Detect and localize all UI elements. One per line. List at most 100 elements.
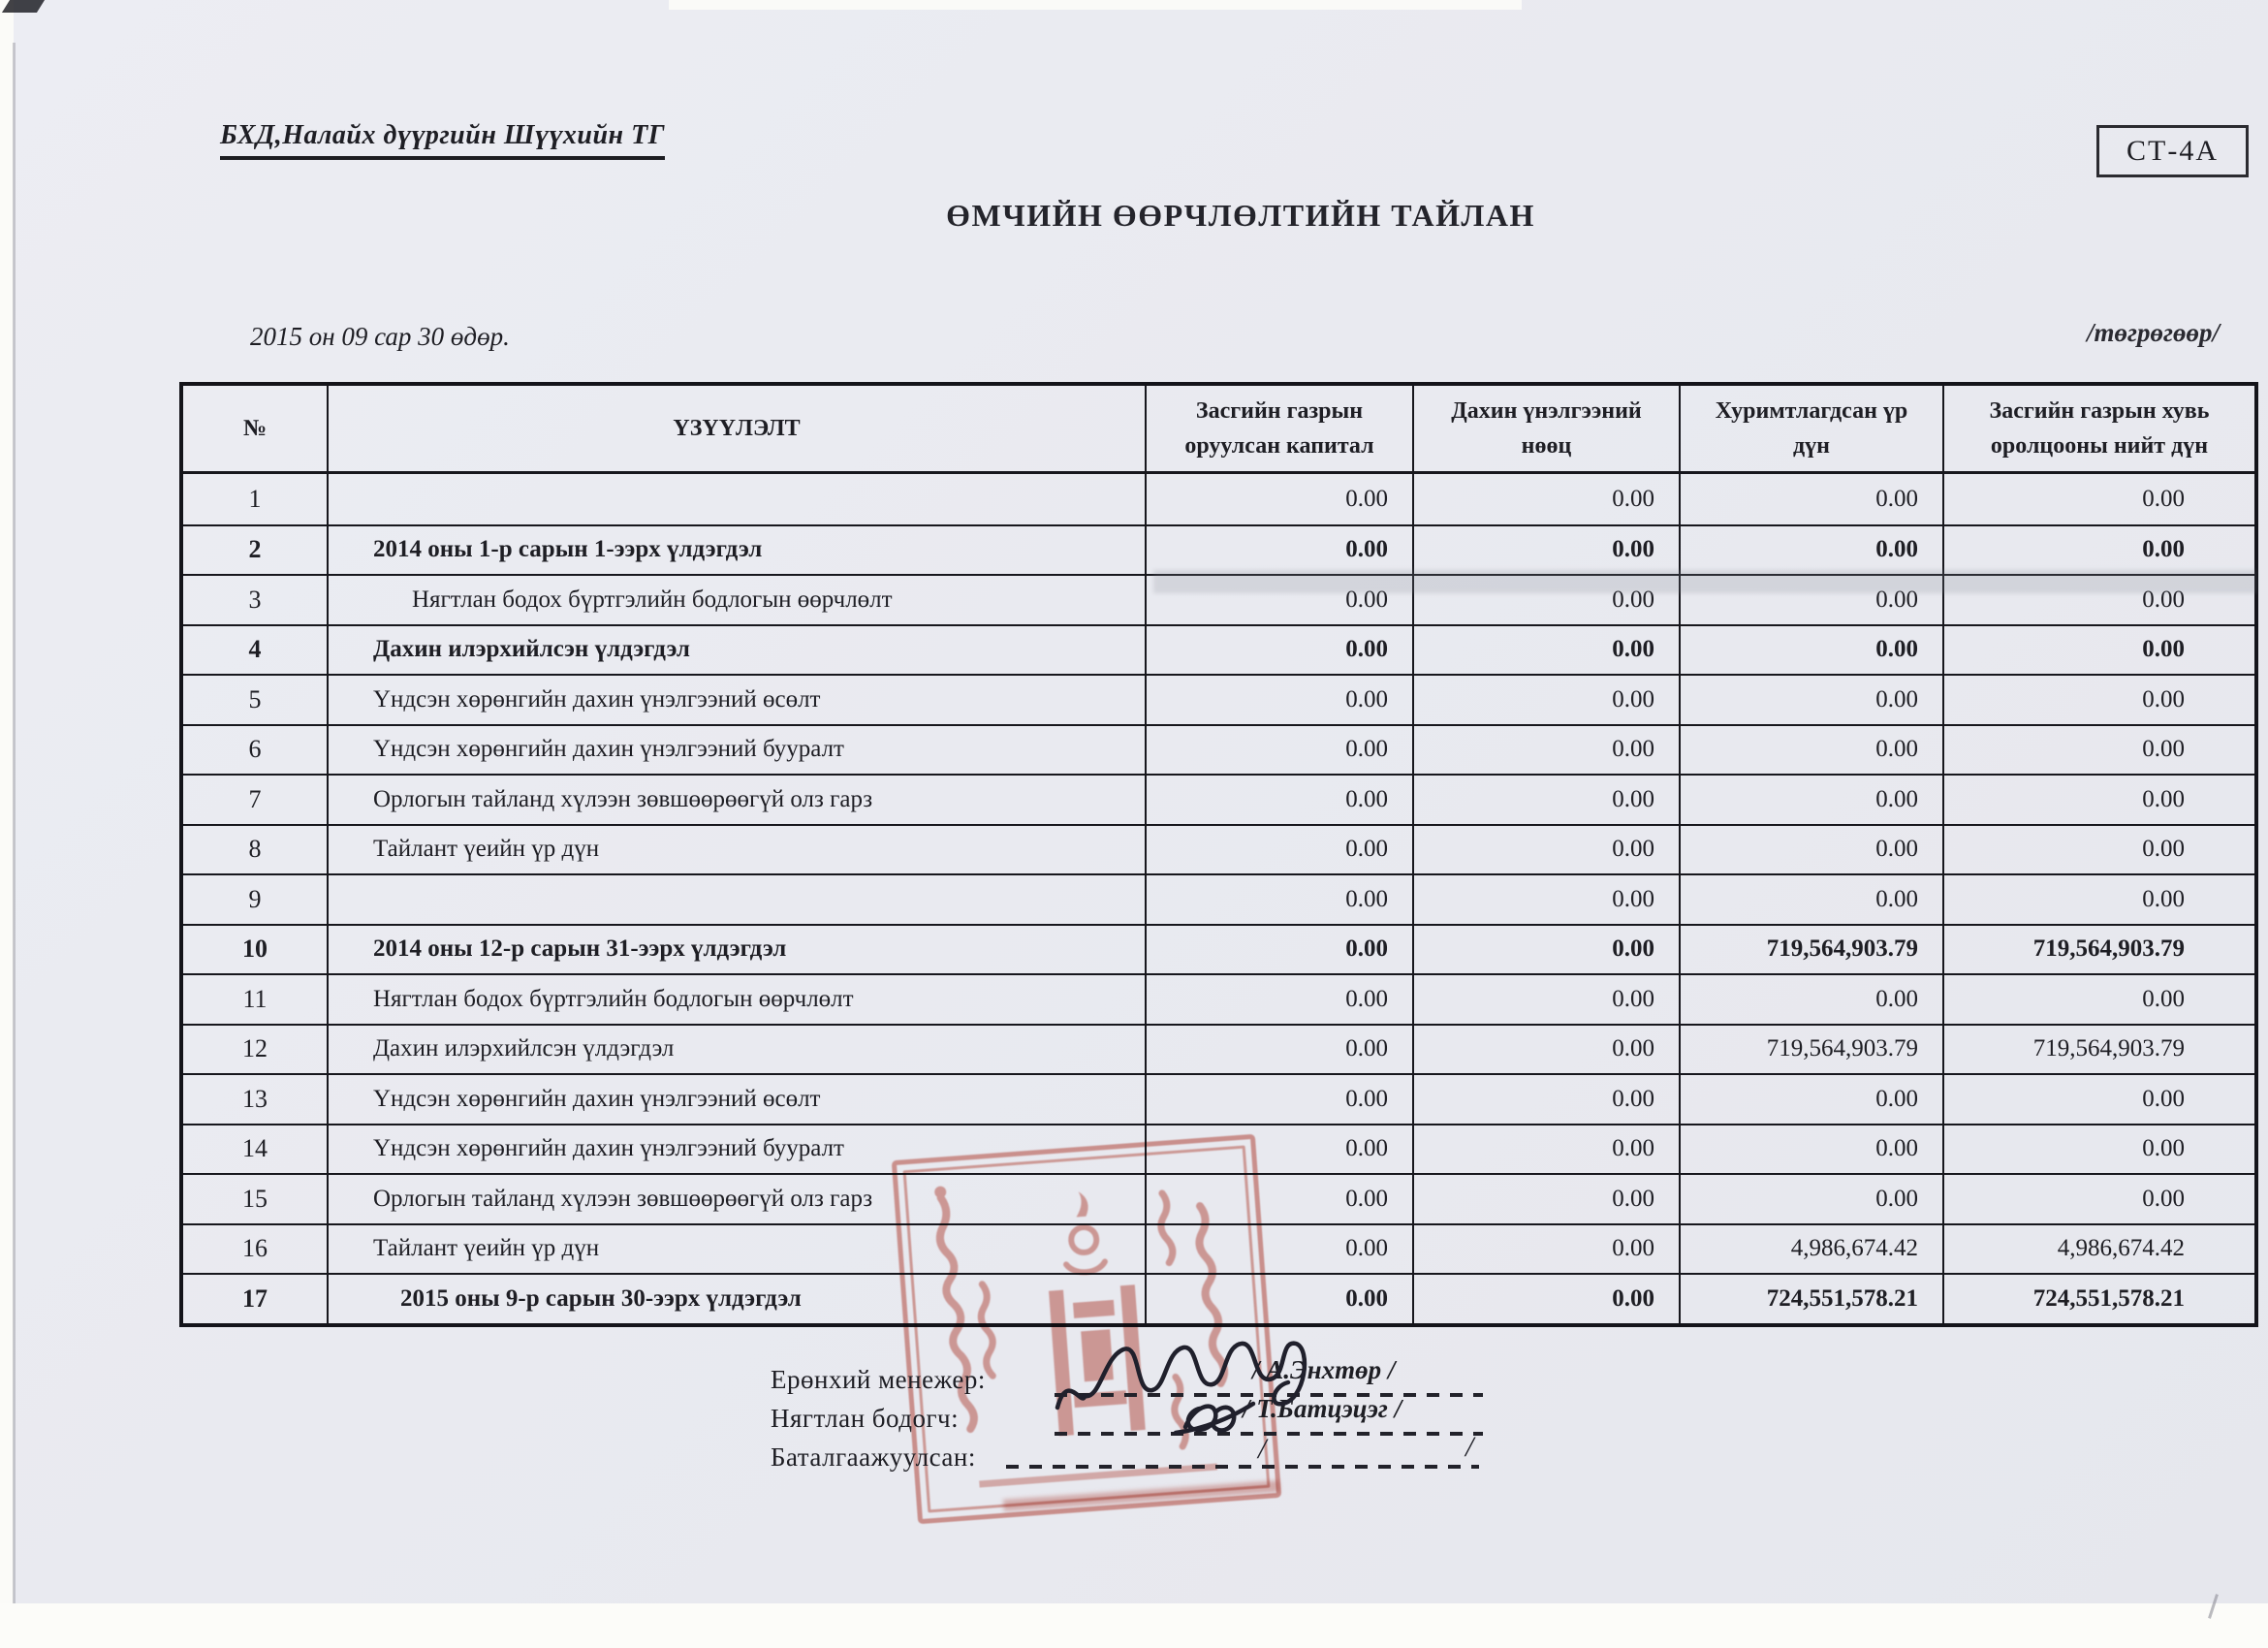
table-header-row: № ҮЗҮҮЛЭЛТ Засгийн газрын оруулсан капит… <box>183 386 2254 474</box>
row-label <box>329 873 1147 924</box>
row-label: Дахин илэрхийлсэн үлдэгдэл <box>329 623 1147 674</box>
row-value-gov-total: 719,564,903.79 <box>1944 923 2254 974</box>
row-number: 9 <box>183 873 329 924</box>
row-value-gov-capital: 0.00 <box>1147 674 1414 724</box>
row-value-gov-total: 0.00 <box>1944 873 2254 924</box>
row-value-gov-total: 0.00 <box>1944 1173 2254 1223</box>
row-number: 13 <box>183 1073 329 1124</box>
row-value-retained: 719,564,903.79 <box>1681 923 1944 973</box>
table-row: 7 Орлогын тайланд хүлээн зөвшөөрөөгүй ол… <box>183 774 2254 824</box>
row-value-retained: 0.00 <box>1681 474 1944 524</box>
signature-line-3 <box>1006 1465 1479 1469</box>
table-row: 5 Үндсэн хөрөнгийн дахин үнэлгээний өсөл… <box>183 674 2254 724</box>
organization-name: БХД,Налайх дүүргийн Шүүхийн ТГ <box>220 120 666 160</box>
row-value-reval-reserve: 0.00 <box>1414 574 1681 624</box>
table-row: 8 Тайлант үеийн үр дүн 0.00 0.00 0.00 0.… <box>183 823 2254 874</box>
table-row: 4 Дахин илэрхийлсэн үлдэгдэл 0.00 0.00 0… <box>183 623 2254 674</box>
row-label: Нягтлан бодох бүртгэлийн бодлогын өөрчлө… <box>329 973 1147 1024</box>
row-value-gov-total: 0.00 <box>1944 523 2254 575</box>
col-header-gov-total: Засгийн газрын хувь оролцооны нийт дүн <box>1989 398 2210 459</box>
row-value-gov-total: 0.00 <box>1944 823 2254 874</box>
page-title: ӨМЧИЙН ӨӨРЧЛӨЛТИЙН ТАЙЛАН <box>946 198 1535 233</box>
row-number: 15 <box>183 1173 329 1223</box>
row-value-reval-reserve: 0.00 <box>1414 1073 1681 1124</box>
handwritten-signatures <box>1055 1341 1307 1436</box>
row-value-gov-capital: 0.00 <box>1147 873 1414 924</box>
row-value-retained: 0.00 <box>1681 873 1944 924</box>
table-row: 11 Нягтлан бодох бүртгэлийн бодлогын өөр… <box>183 973 2254 1024</box>
row-value-retained: 0.00 <box>1681 723 1944 774</box>
row-value-gov-capital: 0.00 <box>1147 923 1414 973</box>
row-value-gov-capital: 0.00 <box>1147 474 1414 524</box>
row-value-reval-reserve: 0.00 <box>1414 774 1681 824</box>
row-value-gov-capital: 0.00 <box>1147 774 1414 824</box>
row-number: 1 <box>183 474 329 524</box>
equity-change-table: № ҮЗҮҮЛЭЛТ Засгийн газрын оруулсан капит… <box>179 382 2258 1327</box>
row-value-gov-total: 0.00 <box>1944 674 2254 724</box>
row-value-gov-capital: 0.00 <box>1147 1222 1414 1273</box>
row-value-reval-reserve: 0.00 <box>1414 1173 1681 1223</box>
row-number: 2 <box>183 523 329 574</box>
row-value-retained: 0.00 <box>1681 823 1944 873</box>
row-number: 12 <box>183 1023 329 1073</box>
row-label <box>329 474 1147 524</box>
row-value-reval-reserve: 0.00 <box>1414 623 1681 674</box>
sig-label-general-manager: Ерөнхий менежер: <box>771 1365 986 1394</box>
col-header-indicator: ҮЗҮҮЛЭЛТ <box>329 386 1147 471</box>
col-header-retained: Хуримтлагдсан үр дүн <box>1681 386 1944 471</box>
row-value-gov-total: 4,986,674.42 <box>1944 1222 2254 1274</box>
row-value-retained: 724,551,578.21 <box>1681 1273 1944 1323</box>
row-value-reval-reserve: 0.00 <box>1414 1023 1681 1073</box>
row-value-reval-reserve: 0.00 <box>1414 674 1681 724</box>
scan-edge-line <box>13 43 16 1603</box>
row-value-retained: 0.00 <box>1681 774 1944 824</box>
scan-smudge <box>1153 570 2256 593</box>
sig-label-certified: Баталгаажуулсан: <box>771 1442 976 1472</box>
row-value-reval-reserve: 0.00 <box>1414 1123 1681 1173</box>
row-label: Үндсэн хөрөнгийн дахин үнэлгээний буурал… <box>329 1123 1147 1173</box>
col-header-number: № <box>183 386 329 471</box>
row-value-gov-capital: 0.00 <box>1147 574 1414 624</box>
row-value-reval-reserve: 0.00 <box>1414 1222 1681 1273</box>
row-value-retained: 0.00 <box>1681 674 1944 724</box>
row-number: 17 <box>183 1273 329 1323</box>
table-row: 3 Нягтлан бодох бүртгэлийн бодлогын өөрч… <box>183 574 2254 624</box>
report-date: 2015 он 09 сар 30 өдөр. <box>250 322 510 351</box>
table-row: 14 Үндсэн хөрөнгийн дахин үнэлгээний буу… <box>183 1123 2254 1173</box>
row-value-retained: 719,564,903.79 <box>1681 1023 1944 1073</box>
row-value-reval-reserve: 0.00 <box>1414 823 1681 873</box>
sig-name-general-manager: / А.Энхтөр / <box>1252 1355 1396 1384</box>
row-label: Үндсэн хөрөнгийн дахин үнэлгээний буурал… <box>329 723 1147 774</box>
row-value-reval-reserve: 0.00 <box>1414 1273 1681 1323</box>
sig-slash-close: / <box>1465 1431 1474 1463</box>
table-row: 10 2014 оны 12-р сарын 31-ээрх үлдэгдэл … <box>183 923 2254 974</box>
table-row: 12 Дахин илэрхийлсэн үлдэгдэл 0.00 0.00 … <box>183 1023 2254 1073</box>
row-number: 10 <box>183 923 329 973</box>
row-value-gov-total: 0.00 <box>2142 485 2185 512</box>
sig-label-accountant: Нягтлан бодогч: <box>771 1404 960 1433</box>
table-row: 17 2015 оны 9-р сарын 30-ээрх үлдэгдэл 0… <box>183 1273 2254 1323</box>
row-value-retained: 0.00 <box>1681 1073 1944 1124</box>
paper-sheet <box>14 0 2268 1603</box>
row-value-reval-reserve: 0.00 <box>1414 523 1681 574</box>
row-value-gov-capital: 0.00 <box>1147 1273 1414 1323</box>
row-number: 4 <box>183 623 329 674</box>
row-value-reval-reserve: 0.00 <box>1414 973 1681 1024</box>
row-label: Үндсэн хөрөнгийн дахин үнэлгээний өсөлт <box>329 674 1147 724</box>
col-header-reval-reserve: Дахин үнэлгээний нөөц <box>1414 386 1681 471</box>
row-value-retained: 0.00 <box>1681 523 1944 574</box>
row-value-retained: 0.00 <box>1681 574 1944 624</box>
row-number: 8 <box>183 823 329 873</box>
row-value-reval-reserve: 0.00 <box>1414 873 1681 924</box>
row-number: 14 <box>183 1123 329 1173</box>
row-value-reval-reserve: 0.00 <box>1414 923 1681 973</box>
row-label: Тайлант үеийн үр дүн <box>329 1222 1147 1273</box>
table-body: 1 0.00 0.00 0.00 0.00 2 2014 оны 1-р сар… <box>183 474 2254 1323</box>
scan-bottom-strip <box>0 1603 2268 1648</box>
signature-line-2 <box>1055 1432 1483 1436</box>
table-row: 9 0.00 0.00 0.00 0.00 <box>183 873 2254 924</box>
row-value-reval-reserve: 0.00 <box>1414 723 1681 774</box>
row-number: 16 <box>183 1222 329 1273</box>
row-value-retained: 0.00 <box>1681 1123 1944 1173</box>
